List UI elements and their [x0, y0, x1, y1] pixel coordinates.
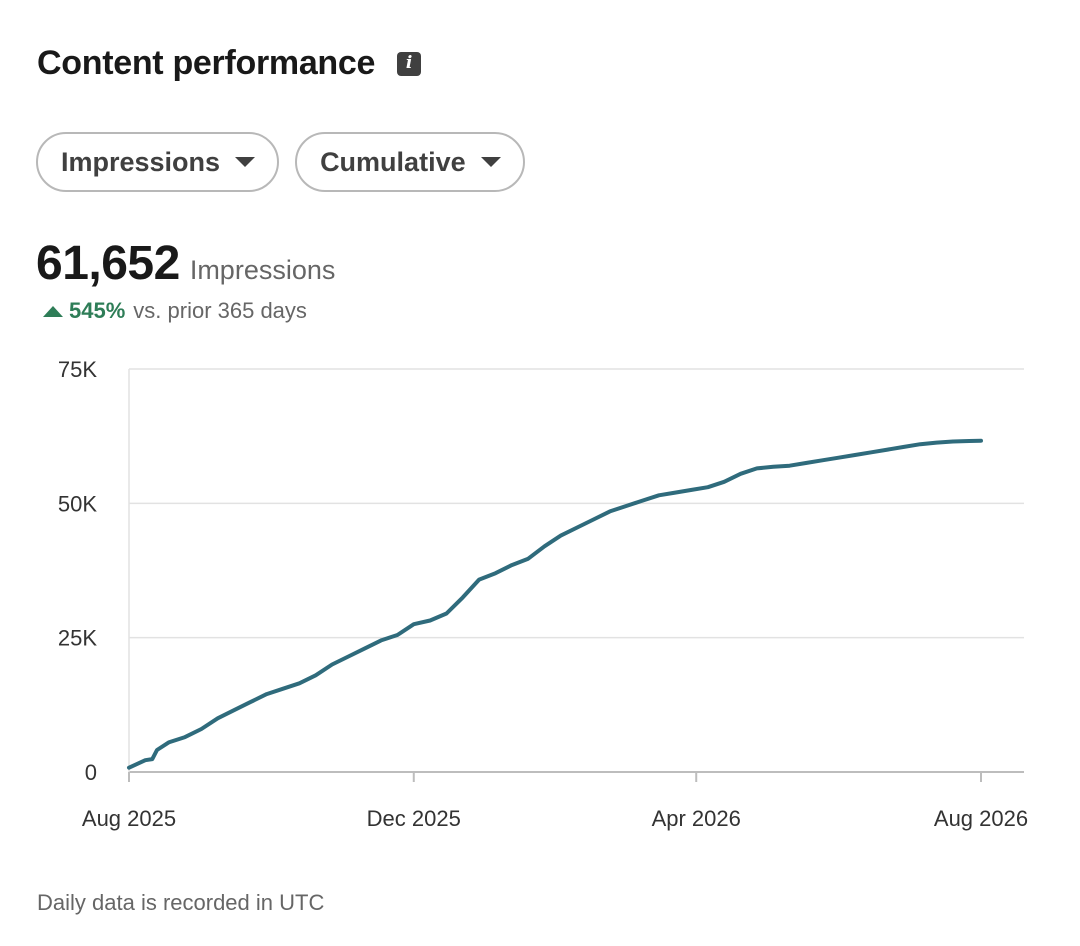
change-text: vs. prior 365 days — [133, 298, 307, 323]
metric-dropdown-label: Impressions — [61, 146, 221, 177]
y-tick-label: 0 — [85, 760, 97, 785]
x-tick-label: Apr 2026 — [652, 806, 741, 831]
y-tick-label: 25K — [58, 626, 97, 651]
filter-bar: Impressions Cumulative — [36, 132, 525, 192]
footer-note: Daily data is recorded in UTC — [37, 890, 325, 915]
x-tick-label: Dec 2025 — [367, 806, 461, 831]
page-title: Content performance — [37, 44, 376, 82]
metric-dropdown[interactable]: Impressions — [36, 132, 280, 192]
mode-dropdown[interactable]: Cumulative — [295, 132, 525, 192]
change-indicator: 545% vs. prior 365 days — [43, 298, 307, 324]
y-tick-label: 75K — [58, 357, 97, 382]
header: Content performance i — [37, 44, 422, 83]
metric-unit: Impressions — [189, 255, 336, 285]
up-arrow-icon — [43, 305, 63, 317]
x-tick-label: Aug 2026 — [934, 806, 1028, 831]
y-tick-label: 50K — [58, 491, 97, 516]
info-icon[interactable]: i — [397, 51, 422, 76]
mode-dropdown-label: Cumulative — [320, 146, 466, 177]
caret-down-icon — [235, 157, 256, 167]
summary-metric: 61,652 Impressions — [36, 236, 335, 291]
metric-value: 61,652 — [36, 237, 180, 290]
change-percent: 545% — [69, 298, 126, 323]
series-line — [127, 438, 983, 770]
x-tick-label: Aug 2025 — [82, 806, 176, 831]
line-chart: 0 25K 50K 75K Aug 2025 Dec 2025 Apr 2026 Aug 20… — [58, 357, 1028, 831]
caret-down-icon — [480, 157, 501, 167]
